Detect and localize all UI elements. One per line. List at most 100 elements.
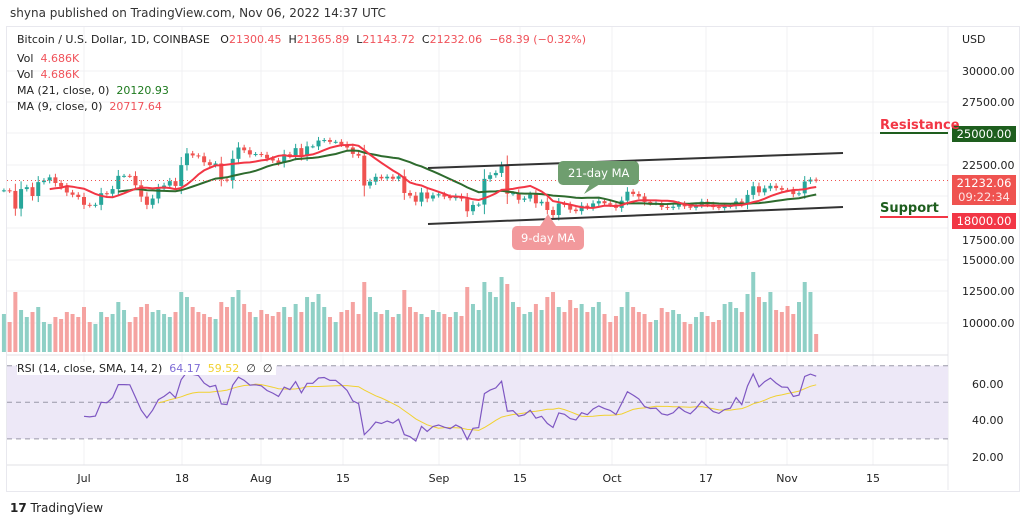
candle-body <box>762 188 767 193</box>
candle-body <box>385 176 390 179</box>
volume-bar <box>1 314 6 352</box>
volume-bar <box>511 302 515 352</box>
candle-body <box>505 165 510 194</box>
volume-bar <box>488 292 493 352</box>
volume-bar <box>59 319 64 352</box>
volume-bar <box>802 282 807 352</box>
candle-body <box>265 154 270 159</box>
candle-body <box>493 172 498 176</box>
candle-body <box>173 181 178 186</box>
x-tick: 15 <box>336 472 350 485</box>
volume-bar <box>499 277 504 352</box>
rsi-sma-line <box>158 383 817 431</box>
candle-body <box>573 209 578 212</box>
candle-body <box>470 204 475 212</box>
volume-bar <box>53 317 58 352</box>
volume-bar <box>179 292 184 352</box>
volume-bar <box>396 314 401 352</box>
volume-bar <box>287 317 292 352</box>
volume-bar <box>19 310 24 352</box>
candle-body <box>150 198 155 205</box>
volume-bar <box>362 282 367 352</box>
candle-body <box>591 203 596 208</box>
volume-bar <box>791 314 796 352</box>
candle-body <box>156 188 161 199</box>
candle-body <box>442 194 447 197</box>
tradingview-logo[interactable]: 17 TradingView <box>10 501 103 515</box>
volume-bar <box>528 312 533 352</box>
volume-bar <box>7 322 12 352</box>
candle-body <box>602 201 607 204</box>
volume-bar <box>265 314 270 352</box>
x-tick: Aug <box>250 472 272 485</box>
candle-body <box>213 163 218 166</box>
x-tick: Jul <box>77 472 91 485</box>
candle-body <box>465 198 470 212</box>
volume-bar <box>41 322 46 352</box>
candle-body <box>305 146 310 157</box>
volume-bar <box>430 310 435 352</box>
volume-bar <box>711 322 716 352</box>
candle-body <box>596 201 601 204</box>
rsi-tick: 20.00 <box>972 451 1004 464</box>
volume-bar <box>585 312 590 352</box>
volume-bar <box>797 302 801 352</box>
volume-bar <box>625 292 630 352</box>
volume-bar <box>551 292 556 352</box>
candle-body <box>270 158 275 161</box>
volume-bar <box>127 322 132 352</box>
volume-bar <box>390 317 395 352</box>
channel-lower-trendline <box>427 206 844 225</box>
candle-body <box>47 177 52 181</box>
candle-body <box>379 176 384 179</box>
currency-label: USD <box>962 33 986 46</box>
legend-ma9: MA (9, close, 0) 20717.64 <box>17 100 162 113</box>
legend-rsi: RSI (14, close, SMA, 14, 2) 64.17 59.52 … <box>17 362 277 375</box>
volume-bar <box>196 312 201 352</box>
volume-bar <box>190 307 195 352</box>
rsi-line <box>83 371 817 443</box>
volume-bar <box>82 307 86 352</box>
candle-body <box>207 162 212 166</box>
candle-body <box>144 196 149 205</box>
price-tick: 22500.00 <box>962 159 1015 172</box>
volume-bar <box>230 297 235 352</box>
candle-body <box>116 175 121 190</box>
candle-body <box>579 205 584 212</box>
candle-body <box>167 181 172 186</box>
candle-body <box>528 194 533 199</box>
volume-bar <box>339 312 344 352</box>
candle-body <box>779 188 784 190</box>
change-value: −68.39 (−0.32%) <box>489 33 587 46</box>
candle-body <box>814 179 819 181</box>
rsi-sma-value: 59.52 <box>207 362 240 375</box>
ma9-line <box>49 143 817 209</box>
candle-body <box>751 186 756 195</box>
candle-body <box>665 206 670 208</box>
volume-bar <box>333 322 338 352</box>
volume-bar <box>162 314 167 352</box>
volume-bar <box>270 316 275 352</box>
volume-bar <box>642 314 647 352</box>
volume-bar <box>30 312 35 352</box>
candle-body <box>362 155 367 186</box>
candle-body <box>522 198 527 200</box>
legend-vol2: Vol 4.686K <box>17 68 79 81</box>
candle-body <box>322 140 327 142</box>
rsi-value: 64.17 <box>169 362 201 375</box>
candle-body <box>425 192 430 199</box>
candle-body <box>122 175 127 177</box>
volume-bar <box>122 310 127 352</box>
volume-bar <box>465 287 470 352</box>
volume-bar <box>236 290 241 352</box>
candle-body <box>499 165 504 173</box>
volume-bar <box>659 308 664 352</box>
candle-body <box>70 192 75 195</box>
volume-bar <box>24 317 29 352</box>
candle-body <box>99 193 104 205</box>
volume-bar <box>368 297 372 352</box>
candle-body <box>402 176 407 193</box>
candle-body <box>190 153 195 156</box>
volume-bar <box>591 307 596 352</box>
